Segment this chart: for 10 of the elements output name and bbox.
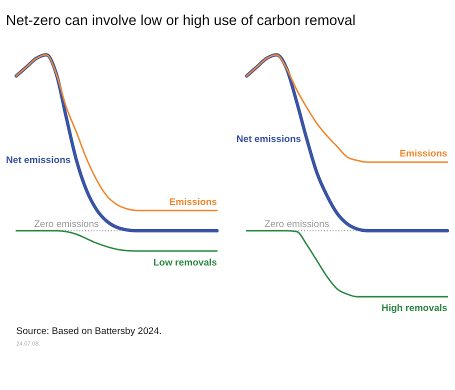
- series-label: High removals: [382, 303, 448, 314]
- chart-title: Net-zero can involve low or high use of carbon removal: [6, 13, 356, 30]
- series-label: Net emissions: [236, 134, 302, 146]
- ref-line-label: Zero emissions: [264, 218, 330, 230]
- source-note: Source: Based on Battersby 2024.: [16, 326, 162, 337]
- ref-line-label: Zero emissions: [34, 218, 100, 230]
- series-label: Emissions: [169, 196, 217, 208]
- series-label: Emissions: [400, 148, 448, 160]
- series-label: Net emissions: [6, 155, 71, 166]
- series-label: Low removals: [153, 257, 217, 268]
